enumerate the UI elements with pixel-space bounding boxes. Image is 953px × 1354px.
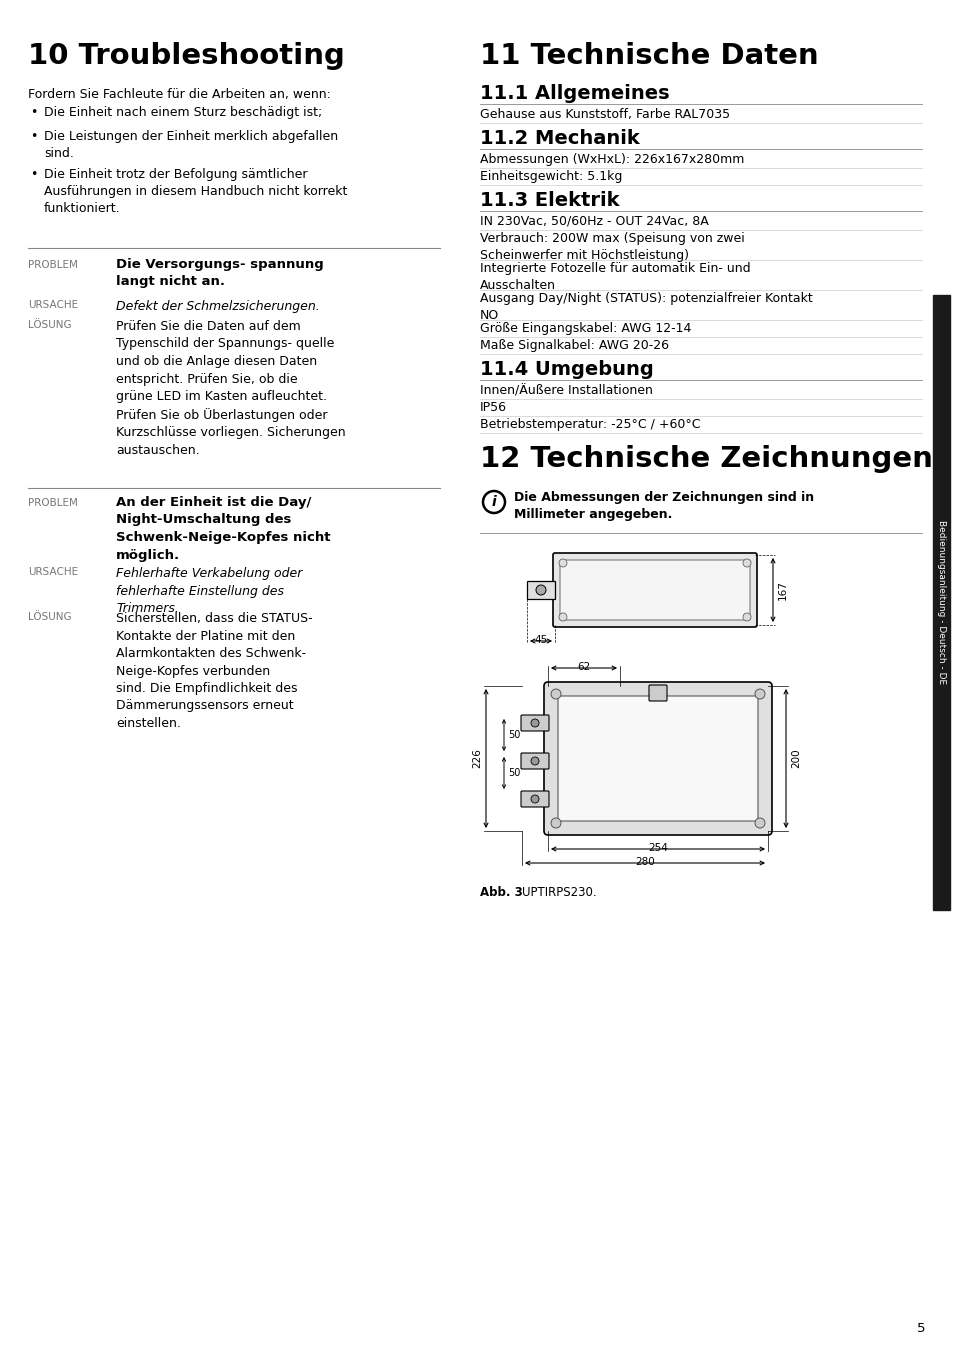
Text: 11.1 Allgemeines: 11.1 Allgemeines [479,84,669,103]
Text: IN 230Vac, 50/60Hz - OUT 24Vac, 8A: IN 230Vac, 50/60Hz - OUT 24Vac, 8A [479,215,708,227]
Text: UPTIRPS230.: UPTIRPS230. [521,886,596,899]
Text: 5: 5 [916,1322,924,1335]
Text: 11.3 Elektrik: 11.3 Elektrik [479,191,618,210]
Text: Die Versorgungs- spannung
langt nicht an.: Die Versorgungs- spannung langt nicht an… [116,259,323,288]
Text: 226: 226 [472,749,481,769]
Text: Abmessungen (WxHxL): 226x167x280mm: Abmessungen (WxHxL): 226x167x280mm [479,153,743,167]
Text: 11.2 Mechanik: 11.2 Mechanik [479,129,639,148]
FancyBboxPatch shape [520,715,548,731]
Text: •: • [30,106,37,119]
Text: URSACHE: URSACHE [28,567,78,577]
Text: 11 Technische Daten: 11 Technische Daten [479,42,818,70]
Text: 12 Technische Zeichnungen: 12 Technische Zeichnungen [479,445,932,473]
Text: Maße Signalkabel: AWG 20-26: Maße Signalkabel: AWG 20-26 [479,338,668,352]
FancyBboxPatch shape [559,561,749,620]
Text: Integrierte Fotozelle für automatik Ein- und
Ausschalten: Integrierte Fotozelle für automatik Ein-… [479,263,750,292]
Text: Gehause aus Kunststoff, Farbe RAL7035: Gehause aus Kunststoff, Farbe RAL7035 [479,108,729,121]
Text: Die Einheit nach einem Sturz beschädigt ist;: Die Einheit nach einem Sturz beschädigt … [44,106,322,119]
Circle shape [531,719,538,727]
FancyBboxPatch shape [543,682,771,835]
Text: i: i [491,496,496,509]
Text: Bedienungsanleitung - Deutsch - DE: Bedienungsanleitung - Deutsch - DE [936,520,945,685]
FancyBboxPatch shape [553,552,757,627]
Text: Sicherstellen, dass die STATUS-
Kontakte der Platine mit den
Alarmkontakten des : Sicherstellen, dass die STATUS- Kontakte… [116,612,313,730]
Text: Die Einheit trotz der Befolgung sämtlicher
Ausführungen in diesem Handbuch nicht: Die Einheit trotz der Befolgung sämtlich… [44,168,347,215]
Circle shape [754,689,764,699]
Text: 200: 200 [790,749,801,768]
FancyBboxPatch shape [520,753,548,769]
Text: Innen/Äußere Installationen: Innen/Äußere Installationen [479,385,652,397]
Text: •: • [30,168,37,181]
Text: Fordern Sie Fachleute für die Arbeiten an, wenn:: Fordern Sie Fachleute für die Arbeiten a… [28,88,331,102]
FancyBboxPatch shape [558,696,758,821]
Text: 50: 50 [507,730,519,741]
Circle shape [558,613,566,621]
Text: 167: 167 [778,580,787,600]
Text: 45: 45 [534,635,547,645]
Circle shape [531,757,538,765]
Circle shape [536,585,545,594]
Circle shape [742,559,750,567]
Text: LÖSUNG: LÖSUNG [28,320,71,330]
Text: IP56: IP56 [479,401,506,414]
Text: Die Abmessungen der Zeichnungen sind in
Millimeter angegeben.: Die Abmessungen der Zeichnungen sind in … [514,492,813,521]
Text: Fehlerhafte Verkabelung oder
fehlerhafte Einstellung des
Trimmers.: Fehlerhafte Verkabelung oder fehlerhafte… [116,567,302,615]
FancyBboxPatch shape [648,685,666,701]
Text: Größe Eingangskabel: AWG 12-14: Größe Eingangskabel: AWG 12-14 [479,322,691,334]
Text: Defekt der Schmelzsicherungen.: Defekt der Schmelzsicherungen. [116,301,319,313]
Text: Abb. 3: Abb. 3 [479,886,522,899]
Bar [932,295,949,910]
Text: An der Einheit ist die Day/
Night-Umschaltung des
Schwenk-Neige-Kopfes nicht
mög: An der Einheit ist die Day/ Night-Umscha… [116,496,330,562]
Text: Die Leistungen der Einheit merklich abgefallen
sind.: Die Leistungen der Einheit merklich abge… [44,130,337,160]
Text: URSACHE: URSACHE [28,301,78,310]
Text: 254: 254 [647,844,667,853]
Text: Prüfen Sie die Daten auf dem
Typenschild der Spannungs- quelle
und ob die Anlage: Prüfen Sie die Daten auf dem Typenschild… [116,320,345,456]
Text: 50: 50 [507,768,519,779]
Bar [526,581,555,598]
Circle shape [754,818,764,829]
FancyBboxPatch shape [520,791,548,807]
Text: 11.4 Umgebung: 11.4 Umgebung [479,360,653,379]
Text: 10 Troubleshooting: 10 Troubleshooting [28,42,345,70]
Text: •: • [30,130,37,144]
Text: LÖSUNG: LÖSUNG [28,612,71,621]
Text: 62: 62 [577,662,590,672]
Text: 280: 280 [635,857,654,867]
Circle shape [558,559,566,567]
Circle shape [531,795,538,803]
Text: Betriebstemperatur: -25°C / +60°C: Betriebstemperatur: -25°C / +60°C [479,418,700,431]
Text: Verbrauch: 200W max (Speisung von zwei
Scheinwerfer mit Höchstleistung): Verbrauch: 200W max (Speisung von zwei S… [479,232,744,263]
Circle shape [742,613,750,621]
Text: Einheitsgewicht: 5.1kg: Einheitsgewicht: 5.1kg [479,171,621,183]
Text: PROBLEM: PROBLEM [28,260,78,269]
Circle shape [551,689,560,699]
Circle shape [551,818,560,829]
Text: PROBLEM: PROBLEM [28,498,78,508]
Text: Ausgang Day/Night (STATUS): potenzialfreier Kontakt
NO: Ausgang Day/Night (STATUS): potenzialfre… [479,292,812,322]
